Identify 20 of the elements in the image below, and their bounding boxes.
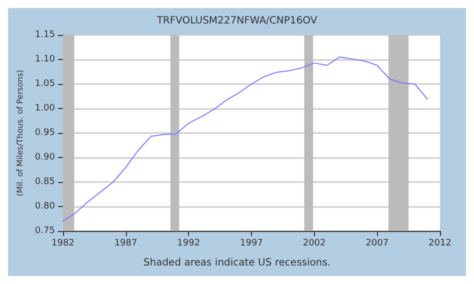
y-tick-label: 1.10 bbox=[34, 54, 56, 64]
y-tick-label: 0.95 bbox=[34, 128, 55, 138]
y-tick-label: 0.75 bbox=[34, 226, 55, 236]
x-tick-label: 1982 bbox=[51, 238, 74, 248]
line-series bbox=[62, 56, 428, 222]
x-tick-label: 2012 bbox=[428, 238, 452, 248]
y-tick-label: 1.05 bbox=[34, 79, 55, 89]
x-tick-label: 2002 bbox=[302, 238, 326, 248]
y-tick-label: 0.80 bbox=[34, 202, 56, 212]
y-tick-label: 1.15 bbox=[34, 30, 55, 40]
chart-title: TRFVOLUSM227NFWA/CNP16OV bbox=[156, 16, 318, 26]
y-tick-label: 0.85 bbox=[34, 177, 55, 187]
x-tick-label: 2007 bbox=[366, 238, 389, 248]
y-tick-label: 1.00 bbox=[34, 104, 56, 114]
x-tick-label: 1997 bbox=[240, 238, 263, 248]
y-tick-label: 0.90 bbox=[34, 152, 56, 162]
text: Shaded areas indicate US recessions. bbox=[143, 258, 331, 268]
x-tick-label: 1992 bbox=[177, 238, 200, 248]
x-tick-label: 1987 bbox=[114, 238, 138, 248]
y-axis-title: (Mil. of Miles/Thous. of Persons) bbox=[16, 70, 24, 196]
